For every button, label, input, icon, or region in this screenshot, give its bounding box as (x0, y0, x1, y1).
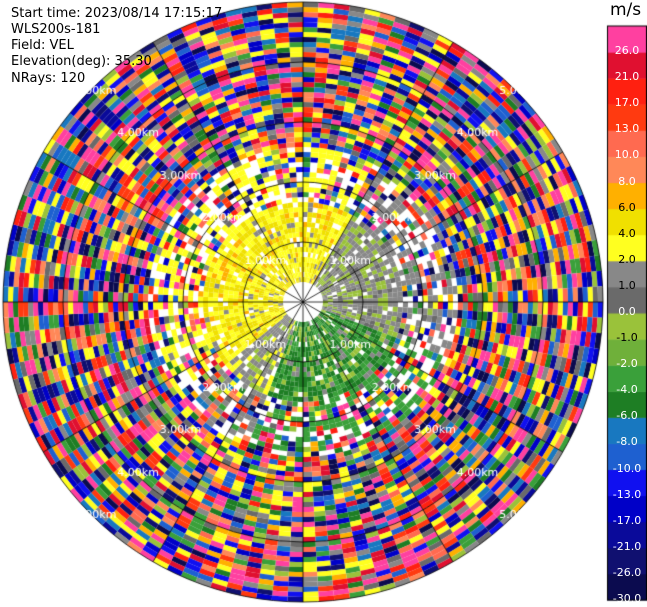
colorbar-unit: m/s (610, 0, 642, 20)
colorbar-level-label: -6.0 (616, 409, 638, 423)
instrument-label: WLS200s-181 (11, 22, 101, 37)
colorbar-level-label: 6.0 (618, 200, 636, 214)
colorbar-level-label: 10.0 (614, 148, 640, 162)
colorbar-level-label: -10.0 (612, 461, 642, 475)
colorbar-level-label: 1.0 (618, 278, 636, 292)
colorbar-level-label: -8.0 (616, 435, 638, 449)
colorbar-level-label: -13.0 (612, 487, 642, 501)
colorbar-level-label: -21.0 (612, 539, 642, 553)
colorbar-level-label: 17.0 (614, 96, 640, 110)
field-label: Field: VEL (11, 38, 74, 53)
colorbar-level-label: 8.0 (618, 174, 636, 188)
colorbar-level-label: -2.0 (616, 357, 638, 371)
colorbar-level-label: -30.0 (612, 592, 642, 605)
colorbar-level-label: -1.0 (616, 331, 638, 345)
colorbar-level-label: 21.0 (614, 70, 640, 84)
start-time-label: Start time: 2023/08/14 17:15:17 (11, 6, 223, 21)
nrays-label: NRays: 120 (11, 71, 86, 86)
colorbar-level-label: 2.0 (618, 252, 636, 266)
colorbar-level-label: 4.0 (618, 226, 636, 240)
colorbar-level-label: -17.0 (612, 513, 642, 527)
colorbar-level-label: 26.0 (614, 44, 640, 58)
colorbar-level-label: -4.0 (616, 383, 638, 397)
colorbar-level-label: 0.0 (618, 305, 636, 318)
colorbar-level-label: 13.0 (614, 122, 640, 136)
colorbar-level-label: -26.0 (612, 565, 642, 579)
elevation-label: Elevation(deg): 35.30 (11, 54, 152, 69)
